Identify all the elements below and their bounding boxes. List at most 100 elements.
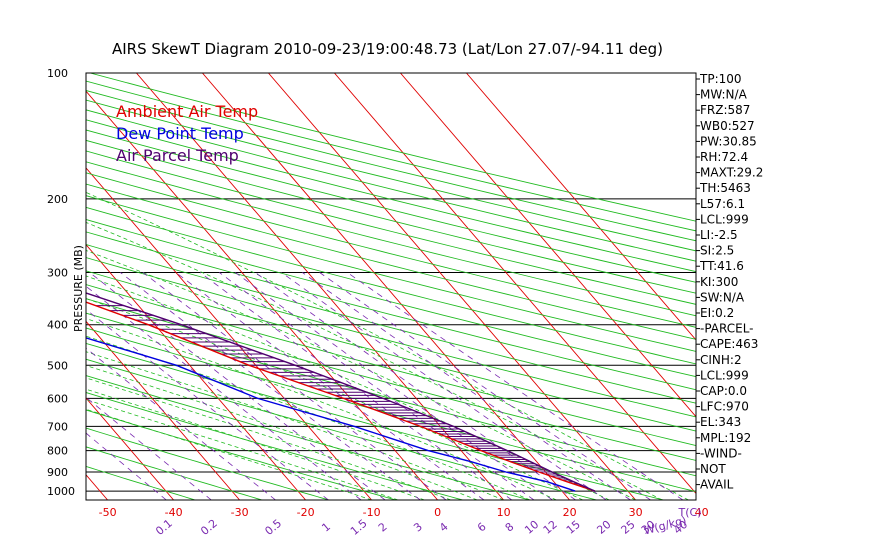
bottom-temp-tick-label: 30 [629,506,643,519]
bottom-temp-tick-label: -10 [363,506,381,519]
pressure-tick-label: 200 [47,193,68,206]
bottom-temp-tick-label: 40 [695,506,709,519]
mixing-ratio-line [86,308,329,500]
series-line-1 [86,301,596,492]
index-entry: L57:6.1 [700,197,745,211]
dry-adiabat [86,327,696,493]
mixing-ratio-line [86,347,276,500]
bottom-temp-tick-label: 0 [434,506,441,519]
legend-entry: Ambient Air Temp [116,102,258,121]
dry-adiabat [86,284,696,446]
pressure-tick-label: 500 [47,359,68,372]
series-line-3 [86,292,596,492]
index-entry: TP:100 [699,72,742,86]
mixing-ratio-label: 0.5 [262,517,284,538]
isotherm-line [86,320,240,500]
isotherm-line [268,73,636,500]
mixing-ratio-label: 25 [619,518,638,537]
dry-adiabat [86,206,696,365]
mixing-ratio-label: 1 [319,520,333,534]
dry-adiabat [86,231,696,391]
chart-title: AIRS SkewT Diagram 2010-09-23/19:00:48.7… [112,40,663,58]
dry-adiabat [86,129,696,283]
index-entry: CINH:2 [700,353,742,367]
index-entry: WB0:527 [700,119,755,133]
isotherm-line [400,73,696,418]
dry-adiabat [86,244,696,404]
isotherm-line [86,397,174,500]
dry-adiabat [86,270,696,432]
isotherm-line [0,73,42,500]
mixing-ratio-line [86,432,167,500]
index-entry: MPL:192 [700,431,751,445]
axis-labels: 1002003004005006007008009001000-120-110-… [47,67,709,538]
mixing-ratio-label: 10 [522,518,541,537]
index-entry: EL:343 [700,415,741,429]
index-entry: PW:30.85 [700,134,757,148]
mixing-ratio-line [86,285,362,500]
mixing-ratio-line [120,272,421,500]
mixing-ratio-line [89,272,386,500]
moist-adiabat [86,221,663,500]
index-entry: CAP:0.0 [700,384,747,398]
x-axis-unit-label: T(C) [678,506,702,519]
pressure-tick-label: 900 [47,466,68,479]
index-entry: TT:41.6 [699,259,744,273]
mixing-ratio-label: 0.2 [198,517,220,538]
moist-adiabat [86,388,425,500]
mixing-ratio-label: 1.5 [348,517,370,538]
dry-adiabat [86,150,696,305]
index-entry: LCL:999 [700,212,749,226]
dry-adiabat [86,161,696,317]
dry-adiabat [86,427,330,500]
index-entry: MW:N/A [700,88,748,102]
isotherm-line [466,73,696,341]
pressure-tick-label: 600 [47,392,68,405]
index-entry: LFC:970 [700,400,749,414]
mixing-ratio-label: 2 [376,520,390,534]
chart-legend: Ambient Air Temp Dew Point Temp Air Parcel… [116,102,258,165]
bottom-temp-tick-label: -50 [99,506,117,519]
dry-adiabat [86,139,696,294]
bottom-temp-tick-label: -30 [231,506,249,519]
mixing-ratio-label: 4 [437,520,451,534]
index-entry: LI:-2.5 [700,228,738,242]
y-axis-label: PRESSURE (MB) [72,245,85,332]
dry-adiabat [86,257,696,418]
dry-adiabat [86,119,696,273]
moist-adiabat [86,335,531,500]
bottom-temp-tick-label: -40 [165,506,183,519]
dry-adiabat [86,358,597,500]
dry-adiabat [86,465,196,500]
bottom-temp-tick-label: 10 [497,506,511,519]
moist-adiabat [86,191,689,500]
mixing-ratio-line [235,272,553,500]
index-entry: SW:N/A [700,290,745,304]
pressure-tick-label: 400 [47,319,68,332]
index-entry: NOT [700,462,726,476]
mixing-ratio-line [347,272,684,500]
mixing-ratio-lines [86,272,684,500]
dry-adiabat [86,172,696,328]
mixing-ratio-line [281,272,607,500]
bottom-temp-tick-label: -20 [297,506,315,519]
index-entry: -PARCEL- [700,322,754,336]
cape-hatch-area [95,305,587,488]
pressure-tick-label: 800 [47,445,68,458]
plot-area [0,73,696,500]
dry-adiabat [86,219,696,378]
mixing-ratio-label: 8 [503,520,517,534]
dry-adiabat [86,109,696,262]
mixing-ratio-label: 6 [475,520,489,534]
moist-adiabat [86,365,478,500]
dry-adiabat [86,375,531,500]
legend-entry: Air Parcel Temp [116,146,239,165]
isotherm-line [202,73,570,500]
mixing-ratio-line [199,272,513,500]
dry-adiabat [86,298,696,461]
mixing-ratio-line [302,272,631,500]
index-entry: SI:2.5 [700,244,734,258]
dry-adiabat [86,99,696,252]
